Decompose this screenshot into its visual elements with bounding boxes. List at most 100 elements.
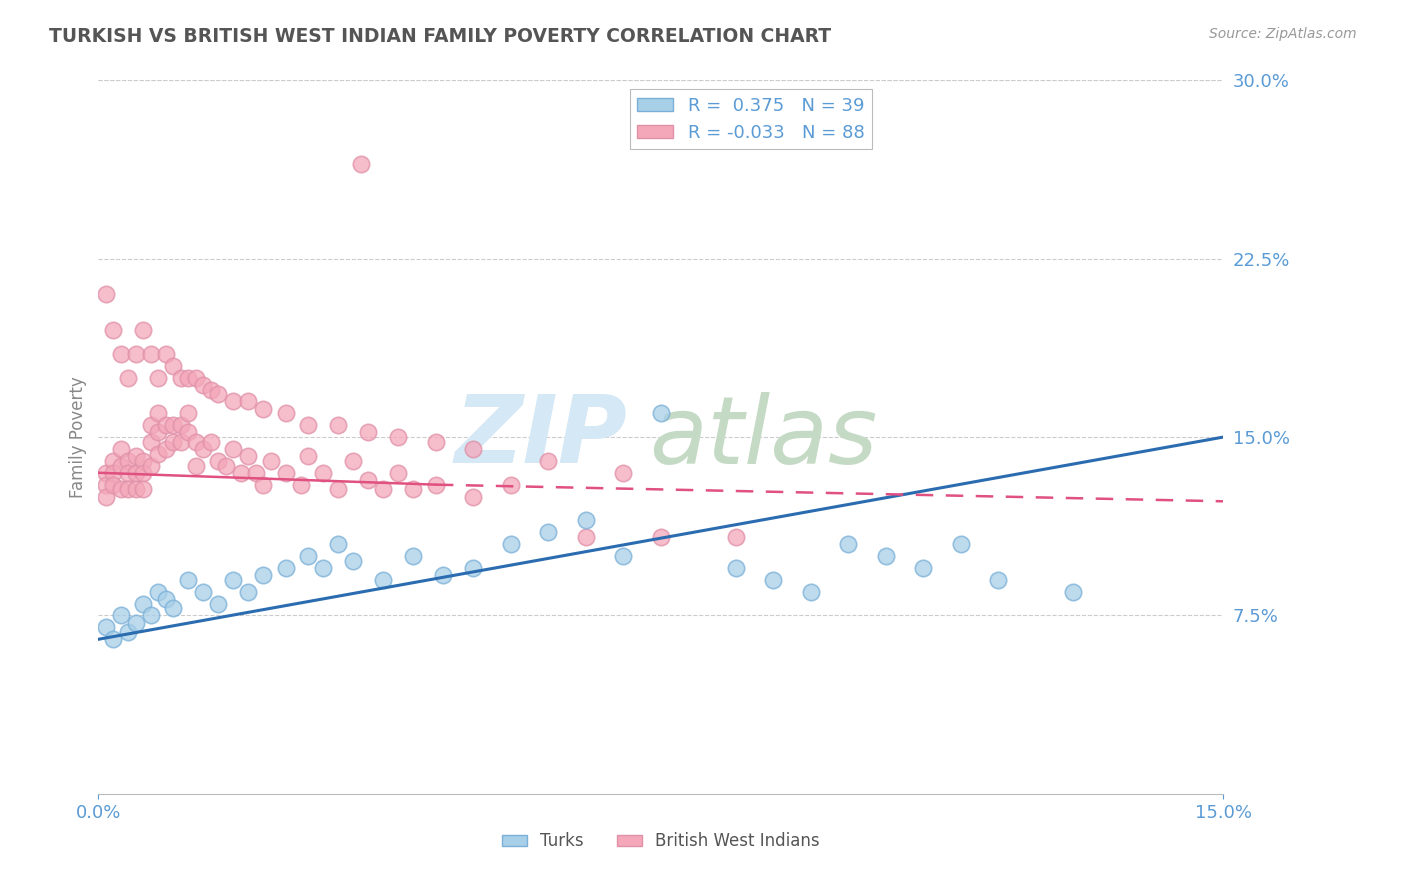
Point [274,466,297,480]
Point [762,573,785,587]
Point [612,466,634,480]
Point [357,425,380,440]
Point [148,447,170,461]
Point [912,561,935,575]
Point [94,477,117,491]
Point [162,434,184,449]
Point [432,568,454,582]
Point [537,454,560,468]
Point [139,347,162,361]
Text: TURKISH VS BRITISH WEST INDIAN FAMILY POVERTY CORRELATION CHART: TURKISH VS BRITISH WEST INDIAN FAMILY PO… [49,27,831,45]
Text: Source: ZipAtlas.com: Source: ZipAtlas.com [1209,27,1357,41]
Point [724,561,747,575]
Point [117,370,139,384]
Point [125,483,148,497]
Point [252,401,274,416]
Point [177,406,200,420]
Point [463,490,485,504]
Point [139,608,162,623]
Point [125,615,148,630]
Point [117,625,139,640]
Point [425,477,447,491]
Point [148,370,170,384]
Point [132,466,155,480]
Point [387,466,409,480]
Point [148,584,170,599]
Point [132,597,155,611]
Y-axis label: Family Poverty: Family Poverty [69,376,87,498]
Point [110,442,132,456]
Point [132,454,155,468]
Point [207,454,229,468]
Point [328,483,350,497]
Point [94,466,117,480]
Point [875,549,897,563]
Point [207,387,229,401]
Point [94,490,117,504]
Point [162,601,184,615]
Point [312,561,335,575]
Point [155,442,177,456]
Point [132,483,155,497]
Point [103,477,125,491]
Point [110,347,132,361]
Point [207,597,229,611]
Point [184,458,207,473]
Point [1062,584,1084,599]
Point [94,620,117,634]
Point [110,458,132,473]
Point [103,632,125,647]
Point [215,458,238,473]
Point [222,394,245,409]
Point [987,573,1010,587]
Point [949,537,972,551]
Point [575,530,598,544]
Point [139,418,162,433]
Point [387,430,409,444]
Point [297,418,319,433]
Point [312,466,335,480]
Point [103,323,125,337]
Point [170,418,193,433]
Point [162,418,184,433]
Point [402,483,425,497]
Point [139,458,162,473]
Point [238,449,260,463]
Point [499,477,522,491]
Point [290,477,312,491]
Point [800,584,823,599]
Point [155,418,177,433]
Point [373,483,395,497]
Point [125,466,148,480]
Point [612,549,634,563]
Point [724,530,747,544]
Point [222,442,245,456]
Point [125,449,148,463]
Point [274,406,297,420]
Point [148,425,170,440]
Point [252,568,274,582]
Point [328,537,350,551]
Point [328,418,350,433]
Point [193,442,215,456]
Point [499,537,522,551]
Point [229,466,252,480]
Point [342,554,364,568]
Point [170,434,193,449]
Point [139,434,162,449]
Point [238,394,260,409]
Point [132,323,155,337]
Point [94,287,117,301]
Point [350,156,373,170]
Point [297,449,319,463]
Point [110,483,132,497]
Point [274,561,297,575]
Point [170,370,193,384]
Legend: Turks, British West Indians: Turks, British West Indians [495,826,827,857]
Point [575,513,598,527]
Point [117,454,139,468]
Point [103,454,125,468]
Point [297,549,319,563]
Point [222,573,245,587]
Point [650,406,672,420]
